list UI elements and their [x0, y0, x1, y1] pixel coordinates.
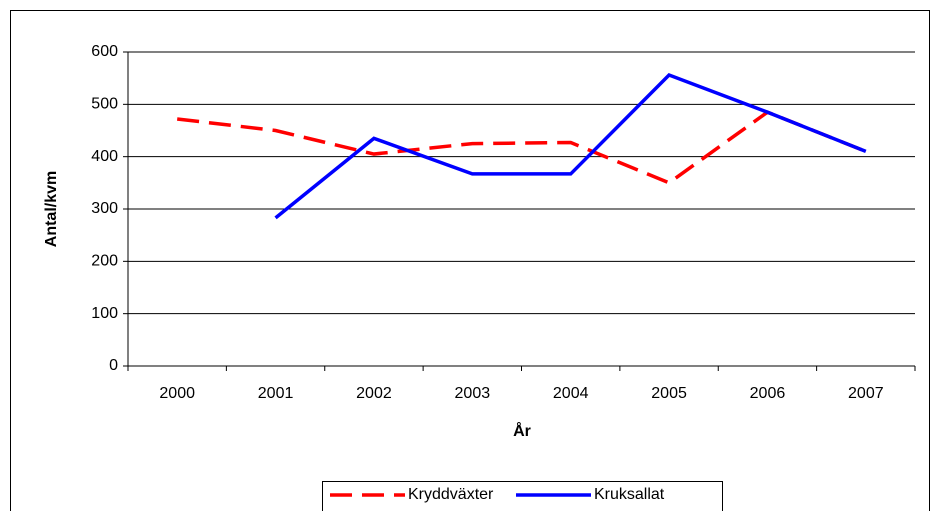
- legend-label: Kryddväxter: [408, 486, 494, 503]
- y-tick-label: 400: [91, 148, 118, 165]
- x-tick-label: 2002: [356, 385, 392, 402]
- y-tick-label: 500: [91, 96, 118, 113]
- x-tick-label: 2003: [455, 385, 491, 402]
- x-tick-label: 2001: [258, 385, 294, 402]
- y-tick-label: 100: [91, 305, 118, 322]
- chart-frame: [10, 10, 930, 511]
- x-tick-label: 2004: [553, 385, 589, 402]
- x-tick-label: 2005: [651, 385, 687, 402]
- legend-label: Kruksallat: [594, 486, 665, 503]
- y-axis-title: Antal/kvm: [43, 171, 60, 247]
- series-line: [176, 110, 867, 185]
- x-tick-label: 2006: [750, 385, 786, 402]
- x-tick-label: 2000: [159, 385, 195, 402]
- y-tick-label: 0: [109, 357, 118, 374]
- x-tick-label: 2007: [848, 385, 884, 402]
- y-tick-label: 300: [91, 200, 118, 217]
- x-axis-title: År: [513, 421, 531, 440]
- y-tick-label: 200: [91, 253, 118, 270]
- y-tick-label: 600: [91, 43, 118, 60]
- series-line: [274, 72, 867, 220]
